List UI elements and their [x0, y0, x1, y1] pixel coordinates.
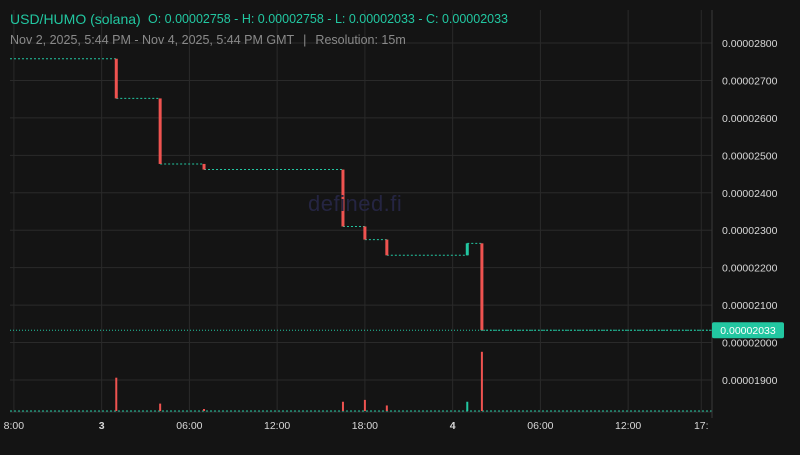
- last-price-label: 0.00002033: [720, 325, 776, 337]
- x-tick-label: 12:00: [264, 420, 290, 432]
- candle: [341, 169, 345, 227]
- volume-series: [10, 351, 712, 412]
- price-series: [10, 58, 712, 331]
- x-tick-label: 17:: [694, 420, 709, 432]
- volume-bar: [466, 401, 469, 411]
- y-tick-label: 0.00002500: [722, 150, 778, 162]
- y-tick-label: 0.00002700: [722, 75, 778, 87]
- x-tick-label: 4: [450, 420, 456, 432]
- y-tick-label: 0.00002400: [722, 188, 778, 200]
- x-tick-label: 12:00: [615, 420, 641, 432]
- volume-bar: [341, 401, 344, 411]
- volume-bar: [385, 405, 388, 411]
- resolution-label: Resolution: 15m: [315, 33, 406, 47]
- chart-grid: [10, 10, 712, 412]
- candle: [158, 98, 162, 164]
- x-tick-label: 8:00: [4, 420, 25, 432]
- watermark-logo: defined.fi: [308, 191, 403, 216]
- x-tick-label: 3: [99, 420, 105, 432]
- y-tick-label: 0.00002800: [722, 38, 778, 50]
- candle: [363, 226, 367, 240]
- x-tick-label: 18:00: [352, 420, 378, 432]
- last-price-badge: [712, 322, 784, 339]
- y-tick-label: 0.00002200: [722, 263, 778, 275]
- ohlc-readout: O: 0.00002758 - H: 0.00002758 - L: 0.000…: [148, 12, 508, 26]
- pair-title: USD/HUMO (solana): [10, 11, 141, 27]
- volume-bar: [363, 399, 366, 411]
- y-tick-label: 0.00002100: [722, 300, 778, 312]
- candle: [385, 239, 389, 256]
- x-tick-label: 06:00: [176, 420, 202, 432]
- candle: [202, 163, 206, 170]
- volume-bar: [159, 403, 162, 411]
- chart-subtitle: Nov 2, 2025, 5:44 PM - Nov 4, 2025, 5:44…: [10, 33, 406, 47]
- y-tick-label: 0.00002300: [722, 225, 778, 237]
- y-tick-label: 0.00002000: [722, 338, 778, 350]
- chart-axes: 0.00002800 0.00002700 0.00002600 0.00002500…: [4, 10, 784, 432]
- y-tick-label: 0.00002600: [722, 113, 778, 125]
- candle: [114, 58, 118, 99]
- volume-bar: [115, 377, 118, 411]
- y-tick-label: 0.00001900: [722, 375, 778, 387]
- date-range: Nov 2, 2025, 5:44 PM - Nov 4, 2025, 5:44…: [10, 33, 295, 47]
- subtitle-separator: |: [303, 33, 307, 47]
- candle: [465, 243, 469, 256]
- volume-bar: [480, 351, 483, 411]
- candle: [480, 243, 484, 331]
- volume-bar: [203, 409, 206, 411]
- x-tick-label: 06:00: [527, 420, 553, 432]
